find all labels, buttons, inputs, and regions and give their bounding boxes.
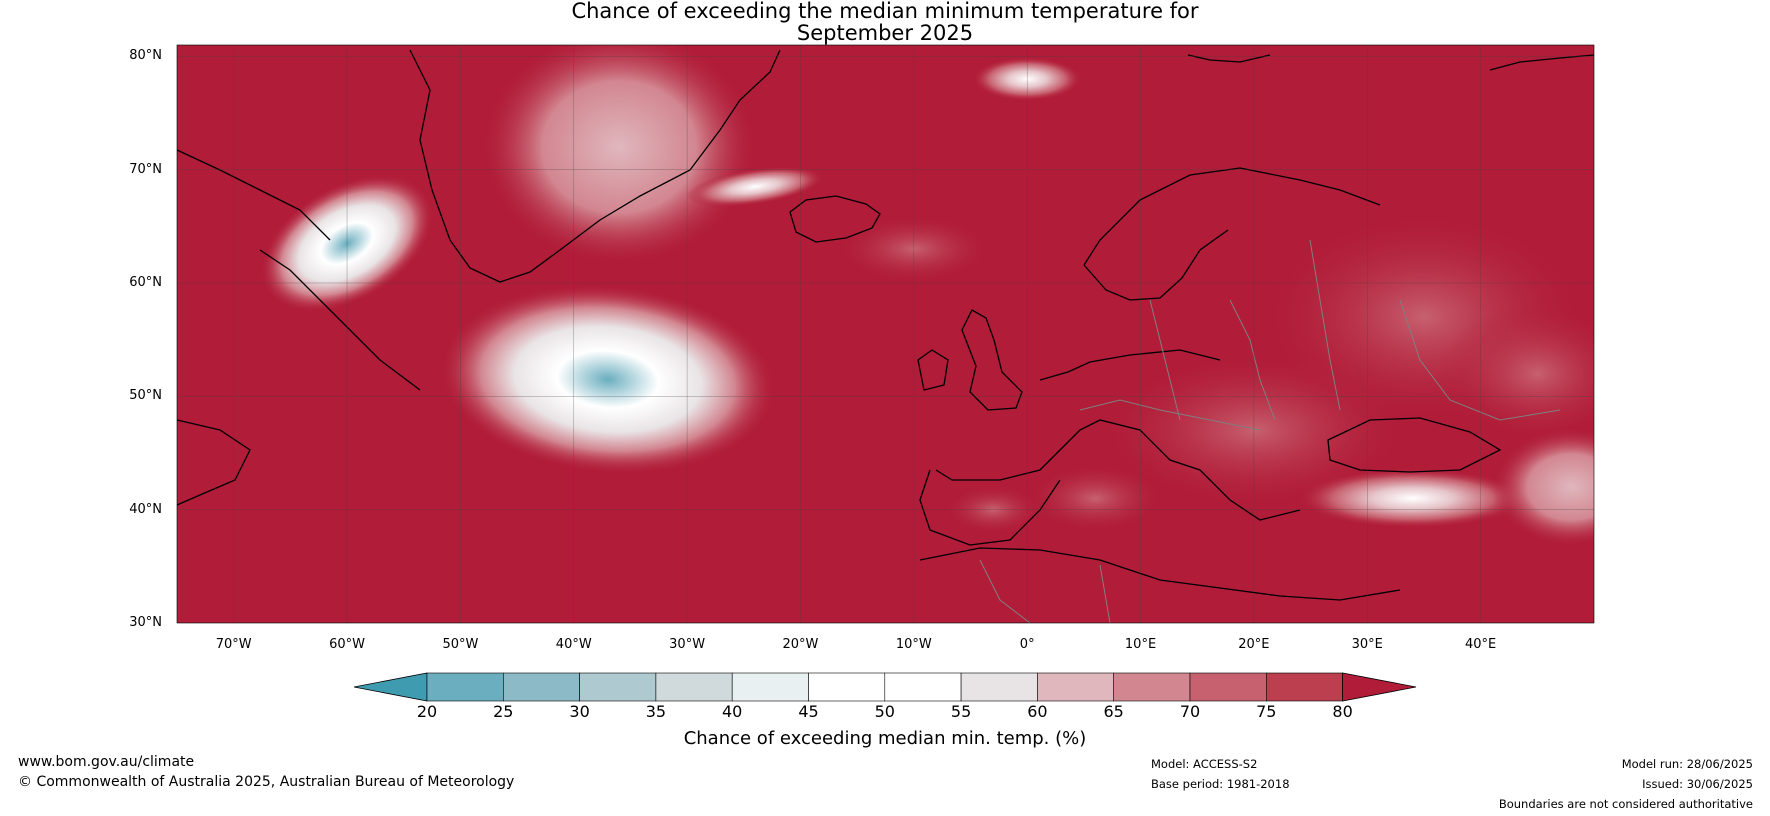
colorbar-label: Chance of exceeding median min. temp. (%… bbox=[683, 728, 1087, 749]
colorbar-tick: 70 bbox=[1179, 702, 1201, 721]
lon-label: 70°W bbox=[215, 637, 252, 652]
colorbar-segment bbox=[502, 672, 580, 702]
country-borders bbox=[979, 239, 1561, 623]
lon-label: 0° bbox=[1019, 637, 1035, 652]
lat-label: 60°N bbox=[129, 275, 162, 290]
lat-label: 40°N bbox=[129, 501, 162, 517]
lon-label: 10°W bbox=[895, 637, 932, 652]
colorbar-tick: 25 bbox=[493, 702, 514, 721]
chart-title-line-1: Chance of exceeding the median minimum t… bbox=[571, 0, 1199, 23]
colorbar-tick: 45 bbox=[798, 702, 819, 721]
coastlines bbox=[177, 49, 1594, 601]
colorbar-tick: 30 bbox=[569, 702, 590, 721]
lat-label: 30°N bbox=[129, 615, 162, 630]
colorbar-segment bbox=[1266, 672, 1343, 702]
footer-model: Model: ACCESS-S2 bbox=[1151, 757, 1258, 771]
footer-website: www.bom.gov.au/climate bbox=[18, 754, 195, 770]
colorbar-tick: 55 bbox=[950, 702, 972, 721]
colorbar-tick: 35 bbox=[645, 702, 667, 721]
colorbar-tick: 60 bbox=[1027, 702, 1048, 721]
colorbar bbox=[353, 672, 1417, 702]
region-iceland-north bbox=[685, 166, 825, 207]
lon-label: 20°E bbox=[1238, 637, 1270, 652]
colorbar-tick: 80 bbox=[1332, 702, 1353, 721]
colorbar-segment bbox=[655, 672, 733, 702]
lon-label: 20°W bbox=[782, 637, 819, 652]
colorbar-segment bbox=[1113, 672, 1191, 702]
region-caspian-west bbox=[1491, 427, 1594, 547]
colorbar-extend-low bbox=[353, 672, 428, 702]
footer-copyright: © Commonwealth of Australia 2025, Austra… bbox=[18, 774, 515, 790]
soft-region bbox=[1025, 463, 1166, 534]
colorbar-tick: 75 bbox=[1256, 702, 1277, 721]
graticule bbox=[177, 45, 1594, 623]
colorbar-tick: 40 bbox=[722, 702, 743, 721]
footer-model-run: Model run: 28/06/2025 bbox=[1621, 757, 1753, 771]
colorbar-segment bbox=[1189, 672, 1267, 702]
colorbar-extend-high bbox=[1342, 672, 1417, 702]
colorbar-segment bbox=[1037, 672, 1115, 702]
colorbar-tick: 20 bbox=[416, 702, 438, 721]
footer-base-period: Base period: 1981-2018 bbox=[1151, 777, 1290, 791]
lon-label: 50°W bbox=[442, 637, 479, 652]
colorbar-segment bbox=[884, 672, 962, 702]
region-north-atlantic-low bbox=[438, 283, 778, 476]
colorbar-segment bbox=[960, 672, 1038, 702]
footer-disclaimer: Boundaries are not considered authoritat… bbox=[1498, 797, 1753, 811]
colorbar-segment bbox=[808, 672, 886, 702]
footer-issued: Issued: 30/06/2025 bbox=[1642, 777, 1753, 791]
lat-label: 50°N bbox=[129, 388, 162, 404]
map-frame bbox=[176, 44, 1595, 624]
colorbar-tick: 65 bbox=[1103, 702, 1124, 721]
colorbar-tick: 50 bbox=[874, 702, 895, 721]
lon-label: 10°E bbox=[1124, 637, 1157, 652]
lon-label: 60°W bbox=[329, 637, 365, 652]
region-greenland-interior bbox=[479, 45, 760, 267]
lon-label: 30°W bbox=[669, 637, 706, 652]
colorbar-segment bbox=[579, 672, 657, 702]
chart-title-line-2: September 2025 bbox=[796, 21, 974, 45]
colorbar-segment bbox=[731, 672, 809, 702]
lon-label: 40°W bbox=[555, 637, 592, 652]
soft-region bbox=[1437, 303, 1594, 444]
region-black-sea-south bbox=[1297, 468, 1528, 529]
colorbar-segment bbox=[426, 672, 504, 702]
lat-label: 80°N bbox=[129, 48, 162, 64]
lat-label: 70°N bbox=[129, 161, 162, 177]
lon-label: 40°E bbox=[1464, 637, 1497, 652]
lon-label: 30°E bbox=[1351, 637, 1383, 652]
